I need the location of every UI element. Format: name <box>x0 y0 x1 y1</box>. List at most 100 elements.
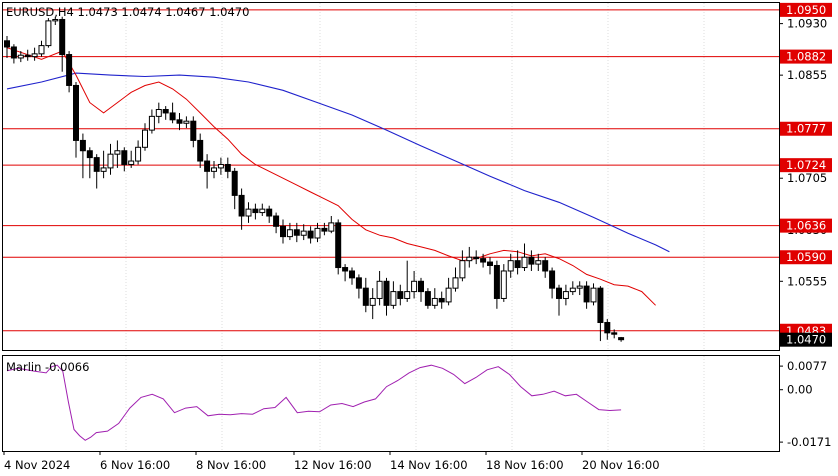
bull-candle-body <box>452 277 459 289</box>
bear-candle-body <box>549 270 556 289</box>
candle <box>231 167 238 210</box>
candle <box>597 286 604 342</box>
candle <box>300 224 307 241</box>
candle <box>452 267 459 292</box>
bear-candle-body <box>224 163 231 172</box>
symbol-title: EURUSD,H4 1.0473 1.0474 1.0467 1.0470 <box>6 5 249 19</box>
bear-candle-body <box>169 112 176 121</box>
bull-candle-body <box>390 291 397 306</box>
candle <box>293 222 300 243</box>
time-tick-label: 8 Nov 16:00 <box>196 458 266 472</box>
bull-candle-body <box>562 291 569 299</box>
price-tick-label: 1.0855 <box>787 68 827 82</box>
bear-candle-body <box>86 150 93 159</box>
bear-candle-body <box>79 139 86 152</box>
indicator-plot-frame <box>2 355 780 452</box>
bull-candle-body <box>369 297 376 306</box>
candle <box>349 267 355 285</box>
bear-candle-body <box>66 54 73 86</box>
candle <box>576 281 583 296</box>
bear-candle-body <box>355 277 362 289</box>
time-axis: 4 Nov 2024 6 Nov 16:00 8 Nov 16:00 12 Nov 1… <box>3 451 660 472</box>
bull-candle-body <box>45 20 52 47</box>
candle <box>73 82 79 158</box>
slow-ma-line <box>6 72 670 253</box>
bear-candle-body <box>231 170 238 196</box>
bull-candle-body <box>114 150 121 155</box>
bear-candle-body <box>197 139 204 162</box>
level-badge <box>780 250 832 265</box>
candle <box>369 288 376 320</box>
candle <box>542 257 549 278</box>
candle <box>362 277 369 313</box>
bear-candle-body <box>514 260 521 269</box>
bear-candle-body <box>280 225 286 238</box>
bull-candle-body <box>576 285 583 289</box>
candle <box>204 154 211 189</box>
candle <box>459 250 466 282</box>
bear-candle-body <box>93 157 100 172</box>
bull-candle-body <box>314 227 321 239</box>
candle <box>93 154 100 189</box>
bear-candle-body <box>24 54 31 58</box>
candle <box>500 264 507 302</box>
candlestick-series <box>4 16 625 342</box>
candle <box>107 143 114 175</box>
current-price-label: 1.0470 <box>786 333 826 347</box>
candle <box>549 267 556 299</box>
indicator-title: Marlin -0.0066 <box>6 360 89 374</box>
candle <box>418 277 424 302</box>
bear-candle-body <box>162 109 169 114</box>
indicator-tick-label: 0.0077 <box>787 359 827 373</box>
candle <box>197 133 204 168</box>
bear-candle-body <box>73 84 79 141</box>
bull-candle-body <box>245 208 252 217</box>
candle <box>424 288 431 309</box>
bear-candle-body <box>597 287 604 324</box>
bear-candle-body <box>528 256 535 265</box>
bull-candle-body <box>286 229 293 238</box>
bull-candle-body <box>431 297 438 306</box>
bear-candle-body <box>273 215 280 227</box>
candle <box>217 157 224 175</box>
candle <box>583 281 590 309</box>
candle <box>556 284 562 316</box>
bear-candle-body <box>487 261 493 266</box>
bear-candle-body <box>10 46 17 59</box>
bear-candle-body <box>583 285 590 303</box>
candle <box>148 109 155 134</box>
bull-candle-body <box>211 167 217 172</box>
candle <box>528 250 535 271</box>
bull-candle-body <box>17 54 24 59</box>
candle <box>335 219 342 275</box>
bear-candle-body <box>424 291 431 306</box>
bull-candle-body <box>259 208 266 214</box>
bear-candle-body <box>397 291 404 299</box>
candle <box>514 250 521 275</box>
candle <box>135 140 142 165</box>
marlin-oscillator-line <box>6 364 622 441</box>
bull-candle-body <box>590 287 597 303</box>
price-tick-label: 1.0705 <box>787 171 827 185</box>
bull-candle-body <box>404 291 411 299</box>
candle <box>562 284 569 306</box>
time-tick-label: 12 Nov 16:00 <box>294 458 372 472</box>
candle <box>466 246 473 268</box>
candle <box>286 222 293 241</box>
candle <box>569 281 576 296</box>
bull-candle-body <box>466 256 473 262</box>
level-badge-label: 1.0724 <box>786 158 826 172</box>
main-grid <box>125 3 705 350</box>
marlin-line <box>6 364 622 441</box>
bull-candle-body <box>128 160 135 165</box>
bear-candle-body <box>556 287 562 299</box>
candle <box>121 147 128 172</box>
bear-candle-body <box>611 332 618 335</box>
bull-candle-body <box>31 53 38 58</box>
candle <box>342 264 349 282</box>
bear-candle-body <box>190 120 197 141</box>
candle <box>114 140 121 168</box>
bear-candle-body <box>335 222 342 269</box>
bull-candle-body <box>183 120 190 124</box>
candle <box>162 106 169 120</box>
